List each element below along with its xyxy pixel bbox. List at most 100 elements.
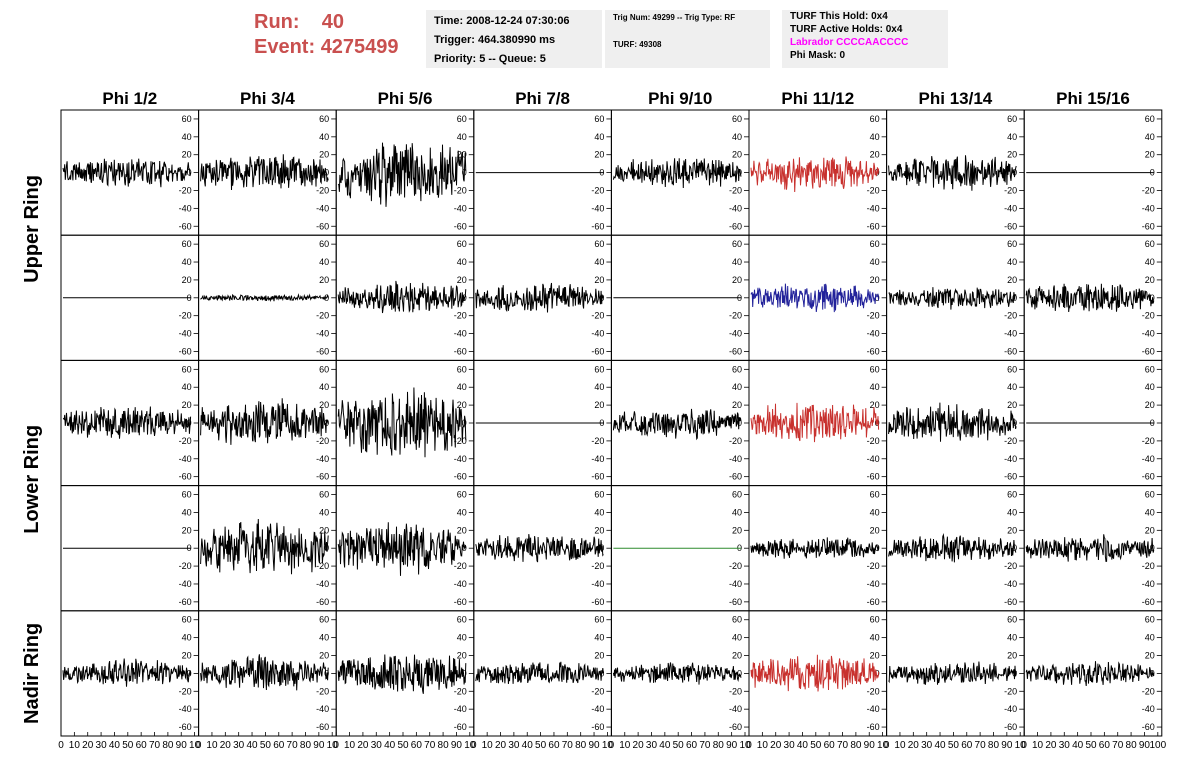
x-tick-label: 20 [633, 740, 645, 751]
x-tick-label: 20 [357, 740, 369, 751]
y-tick-label: 20 [594, 400, 604, 410]
waveform-trace [612, 662, 742, 685]
y-tick-label: -40 [1004, 704, 1017, 714]
phi-mask-text: Phi Mask: 0 [790, 50, 846, 61]
y-tick-label: -60 [179, 597, 192, 607]
y-tick-label: -60 [1004, 346, 1017, 356]
y-tick-label: -20 [729, 185, 742, 195]
y-tick-label: 60 [1007, 364, 1017, 374]
y-tick-label: -60 [729, 722, 742, 732]
x-tick-label: 60 [411, 740, 423, 751]
y-tick-label: 20 [1007, 275, 1017, 285]
y-tick-label: 20 [870, 400, 880, 410]
y-tick-label: -20 [454, 311, 467, 321]
x-tick-label: 0 [1021, 740, 1027, 751]
x-tick-label: 0 [609, 740, 615, 751]
x-tick-label: 30 [96, 740, 108, 751]
y-tick-label: 60 [1007, 239, 1017, 249]
y-tick-label: -40 [179, 203, 192, 213]
y-tick-label: -60 [867, 221, 880, 231]
event-value: 4275499 [320, 36, 399, 58]
x-tick-label: 0 [471, 740, 477, 751]
y-tick-label: -40 [867, 454, 880, 464]
y-tick-label: -60 [591, 722, 604, 732]
waveform-trace [200, 293, 329, 303]
y-tick-label: 60 [1145, 615, 1155, 625]
y-tick-label: -60 [729, 597, 742, 607]
y-tick-label: -20 [316, 686, 329, 696]
y-tick-label: -40 [454, 704, 467, 714]
y-tick-label: -20 [591, 436, 604, 446]
y-tick-label: 60 [1145, 364, 1155, 374]
x-tick-label: 30 [508, 740, 520, 751]
y-tick-label: 40 [182, 132, 192, 142]
y-tick-label: 60 [182, 239, 192, 249]
y-tick-label: 0 [875, 668, 880, 678]
run-label: Run: [254, 11, 300, 33]
waveform-trace [337, 522, 467, 576]
waveform-trace [750, 156, 880, 193]
y-tick-label: -20 [867, 185, 880, 195]
y-tick-label: -60 [316, 597, 329, 607]
y-tick-label: 40 [457, 507, 467, 517]
y-tick-label: 40 [319, 633, 329, 643]
x-tick-label: 70 [287, 740, 299, 751]
y-tick-label: -20 [454, 436, 467, 446]
y-tick-label: -40 [1004, 579, 1017, 589]
x-tick-label: 60 [273, 740, 285, 751]
x-tick-label: 70 [562, 740, 574, 751]
y-tick-label: -20 [316, 311, 329, 321]
x-tick-label: 60 [548, 740, 560, 751]
y-tick-label: 20 [182, 150, 192, 160]
y-tick-label: -60 [454, 346, 467, 356]
y-tick-label: 40 [182, 257, 192, 267]
y-tick-label: -20 [1142, 185, 1155, 195]
y-tick-label: -20 [179, 185, 192, 195]
y-tick-label: 20 [457, 651, 467, 661]
x-tick-label: 30 [233, 740, 245, 751]
y-tick-label: -60 [591, 221, 604, 231]
y-tick-label: -20 [729, 686, 742, 696]
y-tick-label: 20 [319, 275, 329, 285]
waveform-trace [612, 408, 742, 441]
x-tick-label: 80 [713, 740, 725, 751]
y-tick-label: -40 [729, 329, 742, 339]
y-tick-label: -40 [454, 329, 467, 339]
y-tick-label: 40 [594, 132, 604, 142]
y-tick-label: 60 [1145, 490, 1155, 500]
y-tick-label: 20 [182, 525, 192, 535]
y-tick-label: -60 [1142, 597, 1155, 607]
y-tick-label: 40 [594, 633, 604, 643]
waveform-trace [888, 661, 1017, 685]
y-tick-label: 60 [457, 114, 467, 124]
x-tick-label: 50 [260, 740, 272, 751]
y-tick-label: 40 [182, 382, 192, 392]
y-tick-label: -40 [867, 704, 880, 714]
y-tick-label: -20 [591, 185, 604, 195]
time-info-box: Time: 2008-12-24 07:30:06 Trigger: 464.3… [426, 10, 602, 68]
y-tick-label: -60 [454, 472, 467, 482]
y-tick-label: 60 [594, 364, 604, 374]
x-tick-label: 20 [495, 740, 507, 751]
waveform-trace [200, 398, 329, 445]
y-tick-label: -20 [1004, 311, 1017, 321]
y-tick-label: -60 [1142, 472, 1155, 482]
x-tick-label: 90 [451, 740, 463, 751]
y-tick-label: -60 [867, 472, 880, 482]
y-tick-label: 60 [732, 114, 742, 124]
y-tick-label: 40 [319, 382, 329, 392]
y-tick-label: 60 [870, 239, 880, 249]
y-tick-label: -60 [867, 346, 880, 356]
y-tick-label: 20 [594, 651, 604, 661]
y-tick-label: -40 [454, 579, 467, 589]
y-tick-label: 20 [457, 400, 467, 410]
x-tick-label: 90 [864, 740, 876, 751]
